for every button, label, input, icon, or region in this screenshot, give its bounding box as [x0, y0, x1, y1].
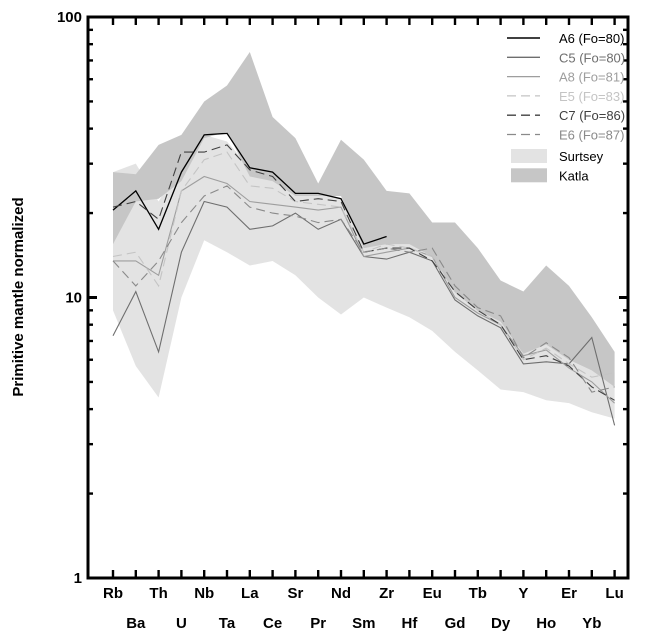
legend-swatch [511, 168, 547, 183]
series-lines [112, 132, 616, 426]
y-tick-label: 10 [65, 290, 82, 307]
x-tick-label: Ho [536, 615, 556, 632]
x-tick-label: La [241, 585, 259, 602]
x-tick-label: Th [149, 585, 167, 602]
x-tick-label: Ta [219, 615, 236, 632]
x-tick-label: Y [518, 585, 528, 602]
legend-label: E6 (Fo=87) [559, 128, 624, 143]
legend-label: Surtsey [559, 149, 604, 164]
x-tick-label: Ce [263, 615, 282, 632]
y-tick-label: 1 [74, 570, 82, 587]
x-tick-label: Sr [287, 585, 303, 602]
x-tick-label: Ba [126, 615, 146, 632]
series-line-1 [112, 132, 387, 245]
legend-label: A8 (Fo=81) [559, 70, 624, 85]
y-axis-ticks: 1 10 100 [57, 9, 628, 587]
x-tick-label: Yb [582, 615, 601, 632]
x-tick-label: Tb [469, 585, 487, 602]
x-tick-label: Zr [379, 585, 394, 602]
legend-label: C7 (Fo=86) [559, 108, 625, 123]
legend-swatch [511, 149, 547, 163]
x-tick-label: U [176, 615, 187, 632]
y-tick-label: 100 [57, 9, 82, 26]
legend-label: Katla [559, 168, 589, 183]
x-tick-label: Dy [491, 615, 511, 632]
x-tick-label: Er [561, 585, 577, 602]
x-tick-label: Gd [445, 615, 466, 632]
band-areas [113, 52, 615, 419]
series-line-3 [113, 175, 615, 404]
x-tick-label: Eu [423, 585, 442, 602]
x-tick-label: Nd [331, 585, 351, 602]
band-surtsey [113, 134, 615, 419]
x-tick-label: Lu [605, 585, 623, 602]
x-tick-label: Rb [103, 585, 123, 602]
legend-label: E5 (Fo=83) [559, 89, 624, 104]
y-axis-title: Primitive mantle normalized [10, 197, 27, 396]
legend-label: C5 (Fo=80) [559, 50, 625, 65]
band-katla [113, 52, 615, 387]
legend: A6 (Fo=80) C5 (Fo=80) A8 (Fo=81) E5 (Fo=83)… [507, 31, 625, 183]
series-line-5 [112, 144, 615, 401]
x-tick-label: Hf [401, 615, 418, 632]
x-tick-label: Sm [352, 615, 375, 632]
x-tick-label: Nb [194, 585, 214, 602]
x-tick-label: Pr [310, 615, 326, 632]
series-line-6 [112, 185, 615, 393]
legend-label: A6 (Fo=80) [559, 31, 624, 46]
